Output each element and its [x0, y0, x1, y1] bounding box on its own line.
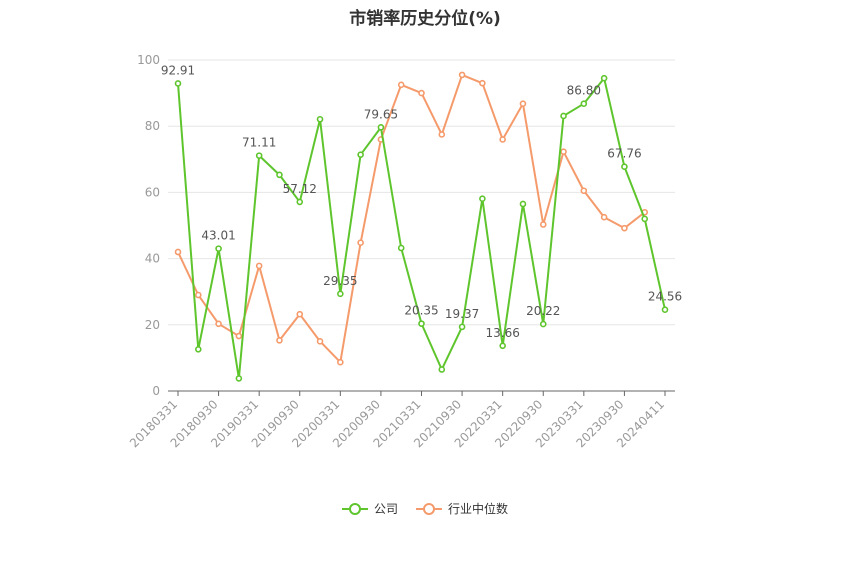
- legend-company-label: 公司: [373, 502, 398, 516]
- data-point-industry-median: [316, 338, 324, 345]
- data-point-industry-median: [479, 79, 486, 87]
- data-label: 20.22: [526, 304, 560, 318]
- y-tick-label: 40: [145, 252, 160, 266]
- chart-title: 市销率历史分位(%): [349, 9, 501, 29]
- data-point-industry-median: [194, 291, 202, 299]
- data-label: 79.65: [364, 107, 398, 121]
- data-point-company: [174, 80, 182, 87]
- data-point-company: [580, 100, 588, 107]
- data-label: 29.35: [323, 274, 357, 288]
- data-label: 19.37: [445, 307, 479, 321]
- data-point-company: [316, 115, 324, 123]
- data-point-industry-median: [580, 187, 588, 195]
- data-point-industry-median: [255, 262, 263, 270]
- data-point-company: [296, 198, 304, 206]
- grid-lines: [168, 59, 675, 326]
- data-point-industry-median: [499, 136, 506, 143]
- data-point-industry-median: [621, 224, 628, 232]
- data-point-company: [499, 342, 506, 350]
- data-point-industry-median: [235, 332, 243, 340]
- data-label: 71.11: [242, 136, 276, 150]
- data-point-company: [621, 163, 628, 171]
- data-point-industry-median: [418, 89, 425, 97]
- data-point-company: [215, 245, 222, 252]
- data-label: 20.35: [404, 304, 438, 318]
- data-point-industry-median: [438, 131, 446, 138]
- legend-industry-marker-icon: [416, 502, 442, 515]
- y-tick-label: 60: [145, 185, 160, 199]
- data-point-industry-median: [174, 248, 182, 256]
- y-tick-label: 80: [145, 119, 160, 133]
- data-point-company: [539, 320, 547, 328]
- data-point-company: [560, 112, 567, 120]
- data-point-company: [255, 152, 263, 159]
- data-point-industry-median: [276, 337, 283, 344]
- data-point-industry-median: [296, 310, 304, 318]
- data-point-company: [194, 345, 202, 353]
- data-label: 86.80: [567, 84, 601, 98]
- data-point-company: [661, 306, 669, 314]
- data-label: 57.12: [283, 182, 317, 196]
- data-label: 43.01: [201, 229, 235, 243]
- data-point-company: [276, 171, 283, 179]
- data-point-industry-median: [458, 71, 466, 79]
- data-point-company: [641, 215, 649, 223]
- data-point-company: [235, 375, 243, 382]
- data-point-company: [458, 323, 466, 331]
- data-point-company: [418, 320, 425, 327]
- legend-company-marker-icon: [341, 502, 368, 515]
- data-point-company: [337, 290, 344, 298]
- y-tick-label: 20: [145, 318, 160, 332]
- data-point-company: [357, 151, 364, 158]
- data-point-industry-median: [539, 221, 547, 228]
- data-point-company: [519, 200, 527, 208]
- data-label: 24.56: [648, 290, 682, 304]
- data-point-company: [438, 366, 446, 373]
- data-label: 13.66: [485, 326, 519, 340]
- series-line-company: [177, 77, 666, 380]
- series-line-industry-median: [177, 73, 646, 364]
- data-point-industry-median: [337, 358, 344, 366]
- series-lines: [174, 71, 669, 382]
- data-point-industry-median: [600, 213, 608, 221]
- data-point-industry-median: [215, 320, 222, 328]
- data-labels: 92.91 43.01 71.11 57.12 29.35 79.65 20.35 19.37…: [161, 63, 682, 339]
- y-tick-label: 100: [137, 53, 160, 67]
- y-tick-label: 0: [152, 384, 160, 398]
- data-point-industry-median: [519, 100, 527, 107]
- data-point-industry-median: [560, 148, 567, 155]
- data-label: 67.76: [607, 147, 641, 161]
- data-point-industry-median: [397, 81, 405, 89]
- data-label: 92.91: [161, 63, 195, 77]
- data-point-company: [479, 195, 486, 202]
- data-point-company: [397, 244, 405, 252]
- data-point-company: [377, 124, 385, 131]
- legend: 公司 行业中位数: [0, 500, 850, 517]
- axes: 0204060801002018033120180930201903312019…: [127, 53, 675, 450]
- legend-industry-label: 行业中位数: [448, 502, 509, 516]
- legend-item-company[interactable]: 公司: [341, 500, 398, 517]
- legend-item-industry-median[interactable]: 行业中位数: [416, 500, 508, 517]
- data-point-company: [600, 74, 608, 82]
- data-point-industry-median: [357, 239, 364, 247]
